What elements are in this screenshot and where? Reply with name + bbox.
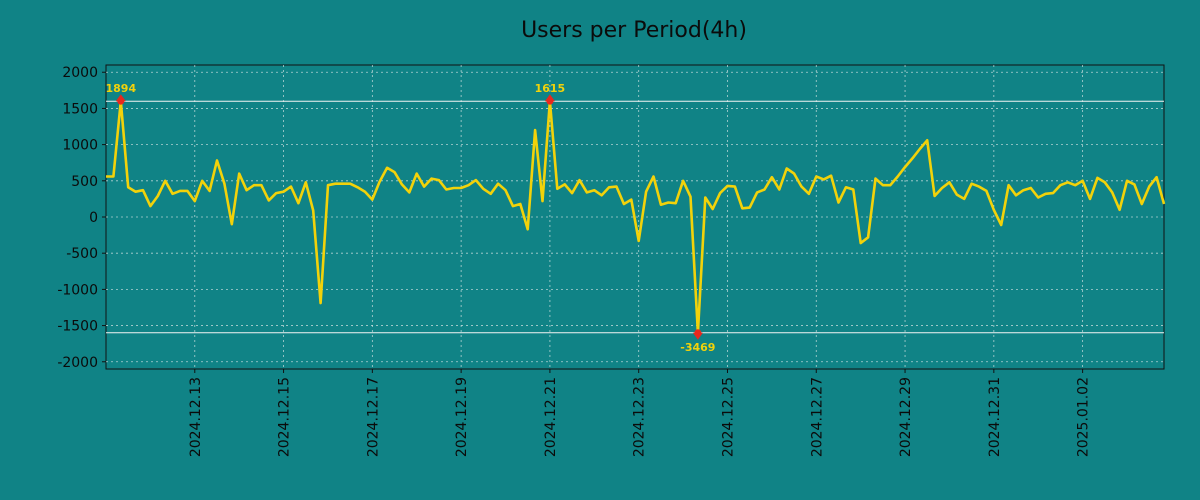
y-tick-label: -500 [66,246,98,262]
x-tick-label: 2024.12.19 [454,377,470,457]
y-tick-label: -1000 [57,282,98,298]
x-tick-label: 2024.12.15 [277,377,293,457]
y-tick-label: 1500 [62,101,98,117]
x-tick-label: 2024.12.29 [898,377,914,457]
annotation-label: 1894 [105,82,136,95]
x-tick-label: 2024.12.27 [809,377,825,457]
x-tick-label: 2024.12.17 [365,377,381,457]
y-tick-label: 500 [71,174,98,190]
y-tick-label: 2000 [62,65,98,81]
peak-marker-dot [694,329,702,337]
chart-title: Users per Period(4h) [521,18,747,43]
x-tick-label: 2024.12.25 [720,377,736,457]
series-line-users [106,99,1166,335]
x-tick-label: 2024.12.31 [987,377,1003,457]
x-tick-label: 2024.12.13 [188,377,204,457]
peak-marker-dot [546,97,554,105]
y-tick-label: 1000 [62,138,98,154]
peak-marker-dot [117,97,125,105]
y-tick-label: -1500 [57,319,98,335]
annotation-label: 1615 [535,82,566,95]
annotation-label: -3469 [680,341,715,354]
x-tick-label: 2025.01.02 [1076,377,1092,457]
x-tick-label: 2024.12.21 [543,377,559,457]
y-tick-label: 0 [89,210,98,226]
x-tick-label: 2024.12.23 [632,377,648,457]
y-tick-label: -2000 [57,355,98,371]
